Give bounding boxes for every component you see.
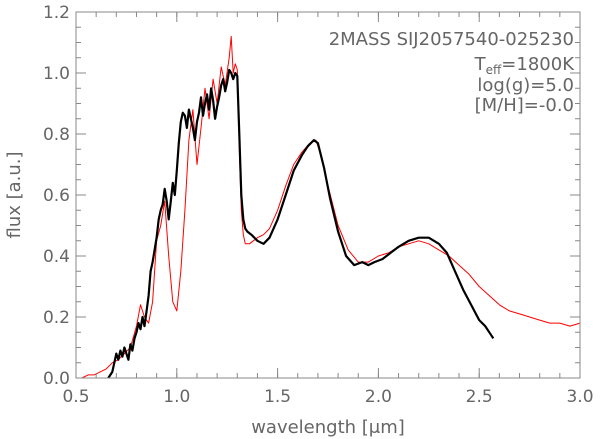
y-axis-title: flux [a.u.]: [4, 151, 25, 238]
teff-subscript: eff: [486, 63, 502, 77]
teff-symbol: T: [474, 54, 487, 75]
series-layer: [76, 35, 581, 379]
x-tick-label: 0.5: [62, 387, 89, 407]
x-tick-label: 1.5: [264, 387, 291, 407]
y-tick-label: 0.0: [43, 369, 70, 389]
tick-labels: 0.5 1.0 1.5 2.0 2.5 3.0 0.0 0.2 0.4 0.6 0.8 1.0 1.2: [43, 3, 594, 407]
y-tick-label: 1.0: [43, 64, 70, 84]
annotation-metallicity: [M/H]=-0.0: [475, 95, 574, 116]
x-tick-label: 1.0: [163, 387, 190, 407]
x-tick-label: 3.0: [566, 387, 593, 407]
annotation-object: 2MASS SIJ2057540-025230: [329, 29, 574, 50]
y-tick-label: 0.8: [43, 125, 70, 145]
annotation-logg: log(g)=5.0: [477, 75, 574, 96]
x-tick-label: 2.0: [365, 387, 392, 407]
y-tick-label: 0.6: [43, 186, 70, 206]
y-tick-label: 0.4: [43, 247, 70, 267]
y-tick-label: 1.2: [43, 3, 70, 23]
y-tick-label: 0.2: [43, 308, 70, 328]
x-axis-title: wavelength [μm]: [251, 417, 405, 438]
x-tick-label: 2.5: [466, 387, 493, 407]
annotation-teff: Teff=1800K: [474, 54, 576, 77]
model-spectrum-line: [107, 68, 495, 379]
teff-value: =1800K: [501, 54, 575, 75]
ticks-layer: [75, 11, 581, 379]
